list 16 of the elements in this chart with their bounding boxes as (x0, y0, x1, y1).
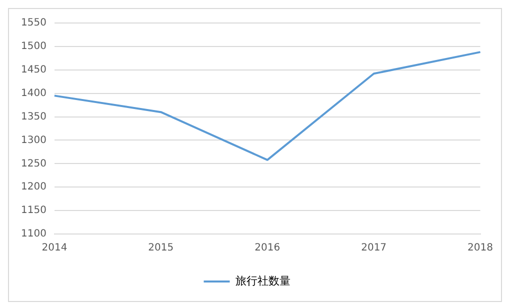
x-tick-label: 2016 (254, 242, 280, 254)
legend-label: 旅行社数量 (235, 274, 290, 288)
x-tick-label: 2015 (148, 242, 174, 254)
y-tick-label: 1250 (20, 158, 46, 170)
y-tick-label: 1450 (20, 64, 46, 76)
y-tick-label: 1500 (20, 41, 46, 52)
y-tick-label: 1150 (20, 205, 46, 216)
y-tick-label: 1200 (20, 182, 46, 193)
x-tick-label: 2014 (42, 242, 68, 254)
x-tick-label: 2017 (361, 242, 387, 254)
y-tick-label: 1300 (20, 134, 46, 146)
x-tick-label: 2018 (468, 242, 493, 254)
y-tick-label: 1100 (20, 228, 46, 240)
y-tick-label: 1350 (20, 111, 46, 122)
y-tick-label: 1550 (20, 18, 46, 29)
y-tick-label: 1400 (20, 88, 46, 99)
